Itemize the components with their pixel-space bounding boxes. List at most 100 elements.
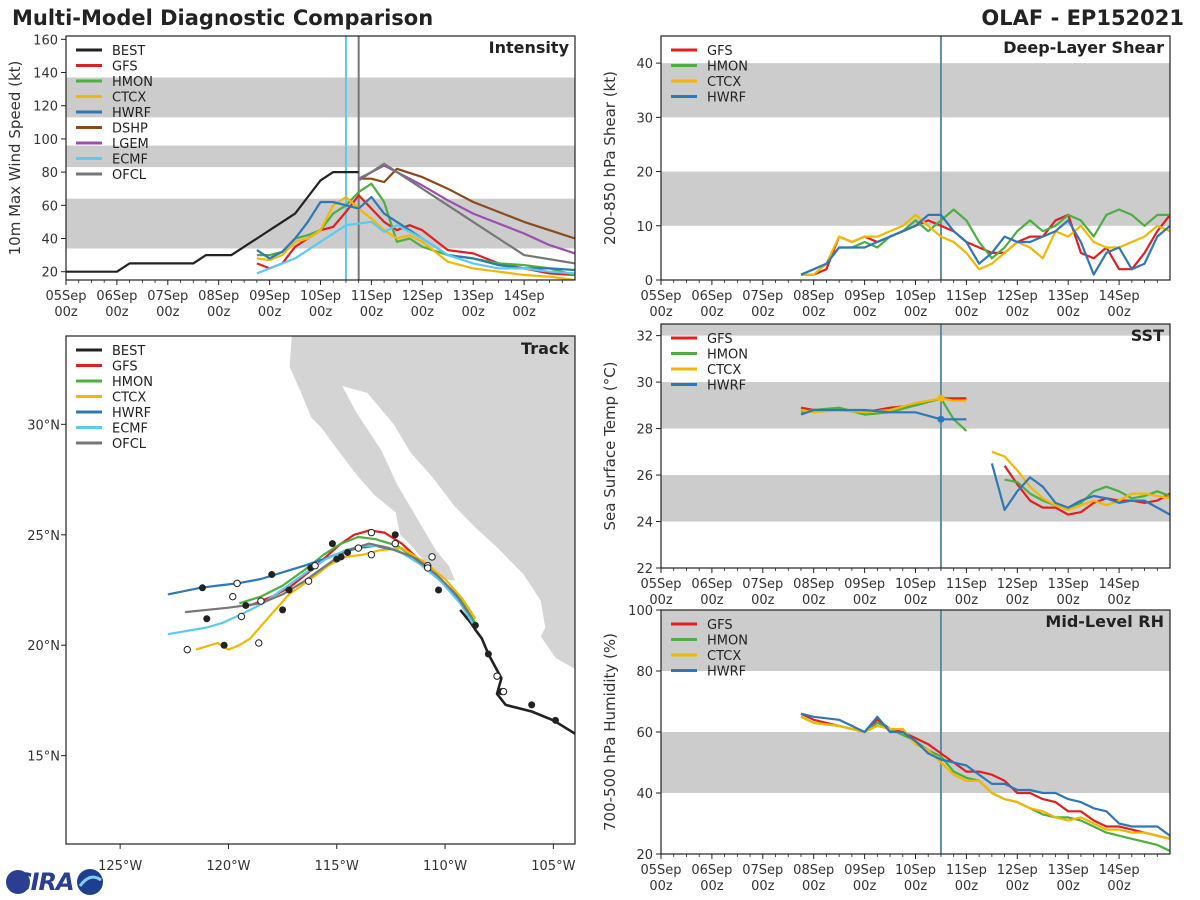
rh-xtick-sublabel: 00z	[904, 879, 928, 894]
forecast-point-open	[391, 539, 399, 548]
intensity-legend-label-dshp: DSHP	[112, 122, 148, 137]
forecast-point	[220, 641, 228, 649]
shear-xtick-label: 13Sep	[1048, 289, 1089, 304]
track-xtick-label: 125°W	[98, 859, 142, 874]
sst-xtick-label: 07Sep	[742, 577, 783, 592]
rh-legend-label-gfs: GFS	[707, 618, 733, 633]
track-legend-label-hwrf: HWRF	[112, 406, 151, 421]
intensity-ytick-label: 40	[41, 233, 58, 248]
intensity-xtick-label: 10Sep	[300, 289, 341, 304]
shear-xtick-label: 07Sep	[742, 289, 783, 304]
forecast-point-open	[237, 612, 246, 621]
rh-xtick-sublabel: 00z	[802, 879, 826, 894]
shear-legend-label-ctcx: CTCX	[707, 75, 741, 90]
rh-xtick-sublabel: 00z	[955, 879, 979, 894]
shear-series-hwrf	[800, 213, 1170, 276]
forecast-point-open	[367, 528, 376, 537]
sst-legend-label-hwrf: HWRF	[707, 379, 746, 394]
sst-plot-area	[661, 324, 1170, 568]
forecast-point	[198, 584, 206, 592]
sst-xtick-label: 05Sep	[640, 577, 681, 592]
intensity-series-hmon	[256, 182, 575, 277]
shear-xtick-sublabel: 00z	[700, 305, 724, 320]
rh-xtick-sublabel: 00z	[1057, 879, 1081, 894]
shear-shaded-band	[661, 171, 1170, 226]
forecast-point	[268, 571, 276, 579]
intensity-xtick-label: 14Sep	[504, 289, 545, 304]
shear-xtick-sublabel: 00z	[1107, 305, 1131, 320]
panel-rh: 2040608010005Sep00z06Sep00z07Sep00z08Sep…	[601, 604, 1171, 894]
track-map-area	[167, 336, 575, 735]
rh-xtick-label: 13Sep	[1048, 863, 1089, 878]
sst-ytick-label: 28	[636, 423, 653, 438]
sst-legend-label-gfs: GFS	[707, 332, 733, 347]
rh-ytick-label: 40	[636, 787, 653, 802]
intensity-xtick-sublabel: 00z	[309, 305, 333, 320]
shear-xtick-label: 14Sep	[1099, 289, 1140, 304]
track-legend-label-best: BEST	[112, 344, 145, 359]
rh-xtick-sublabel: 00z	[1006, 879, 1030, 894]
panel-shear: 01020304005Sep00z06Sep00z07Sep00z08Sep00…	[601, 35, 1171, 320]
track-legend-label-hmon: HMON	[112, 375, 153, 390]
intensity-legend-label-gfs: GFS	[112, 60, 138, 75]
sst-ytick-label: 26	[636, 469, 653, 484]
rh-xtick-label: 08Sep	[793, 863, 834, 878]
sst-xtick-sublabel: 00z	[751, 593, 775, 608]
shear-xtick-sublabel: 00z	[1057, 305, 1081, 320]
panel-intensity: 2040608010012014016005Sep00z06Sep00z07Se…	[6, 33, 576, 320]
rh-xtick-label: 06Sep	[691, 863, 732, 878]
forecast-point	[328, 540, 336, 548]
forecast-point-open	[233, 579, 241, 588]
forecast-point-open	[229, 592, 237, 601]
intensity-series-ecmf	[256, 220, 575, 275]
intensity-ytick-label: 80	[41, 166, 58, 181]
intensity-legend-label-best: BEST	[112, 44, 145, 59]
sst-xtick-label: 06Sep	[691, 577, 732, 592]
shear-legend-label-hwrf: HWRF	[707, 91, 746, 106]
sst-marker	[937, 415, 945, 423]
forecast-point-open	[428, 553, 436, 561]
sst-xtick-sublabel: 00z	[1006, 593, 1030, 608]
rh-title: Mid-Level RH	[1045, 612, 1164, 631]
rh-legend-label-ctcx: CTCX	[707, 649, 741, 664]
forecast-point-open	[354, 544, 363, 552]
intensity-xtick-sublabel: 00z	[54, 305, 78, 320]
panel-sst: 22242628303205Sep00z06Sep00z07Sep00z08Se…	[601, 323, 1171, 608]
sst-shaded-band	[661, 475, 1170, 522]
intensity-xtick-label: 09Sep	[249, 289, 290, 304]
forecast-point	[203, 615, 211, 623]
track-xtick-label: 115°W	[315, 859, 359, 874]
sst-series-ctcx	[991, 450, 1170, 511]
intensity-xtick-sublabel: 00z	[360, 305, 384, 320]
intensity-ytick-label: 140	[33, 67, 58, 82]
shear-xtick-sublabel: 00z	[955, 305, 979, 320]
shear-series-hmon	[800, 208, 1170, 276]
shear-title: Deep-Layer Shear	[1003, 38, 1164, 57]
shear-xtick-label: 05Sep	[640, 289, 681, 304]
track-title: Track	[521, 339, 569, 358]
sst-ytick-label: 32	[636, 330, 653, 345]
sst-xtick-sublabel: 00z	[904, 593, 928, 608]
forecast-point-open	[257, 597, 265, 605]
intensity-ytick-label: 160	[33, 33, 58, 48]
intensity-xtick-label: 11Sep	[351, 289, 392, 304]
track-xtick-label: 105°W	[531, 859, 575, 874]
shear-xtick-sublabel: 00z	[649, 305, 673, 320]
rh-xtick-label: 07Sep	[742, 863, 783, 878]
intensity-ytick-label: 120	[33, 100, 58, 115]
shear-xtick-sublabel: 00z	[904, 305, 928, 320]
sst-xtick-sublabel: 00z	[1057, 593, 1081, 608]
intensity-shaded-band	[66, 145, 575, 168]
shear-ytick-label: 20	[636, 166, 653, 181]
forecast-point-open	[367, 550, 376, 559]
sst-ytick-label: 30	[636, 376, 653, 391]
best-track-point	[471, 621, 479, 629]
rh-xtick-sublabel: 00z	[853, 879, 877, 894]
intensity-xtick-label: 13Sep	[453, 289, 494, 304]
panel-track: 125°W 120°W 115°W 110°W 105°W 15°N 20°N 25°N 30°…	[27, 335, 576, 874]
forecast-point	[285, 586, 293, 594]
sst-xtick-sublabel: 00z	[955, 593, 979, 608]
intensity-series-best	[66, 171, 359, 273]
forecast-point	[242, 601, 250, 609]
